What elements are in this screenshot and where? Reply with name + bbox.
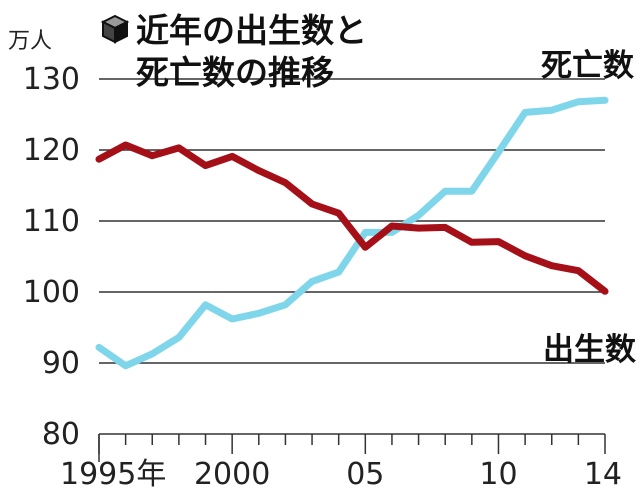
chart-title-line-1: 近年の出生数と [136,11,367,50]
x-tick-labels: 1995年 2000 05 10 14 [60,457,622,492]
x-tick-label-2014: 14 [584,457,622,492]
y-tick-label-130: 130 [23,62,80,97]
x-tick-label-2010: 10 [479,457,517,492]
x-tick-label-2005: 05 [346,457,384,492]
x-tick-label-1995: 1995年 [60,457,166,492]
y-tick-label-80: 80 [42,417,80,452]
cube-icon [100,14,130,44]
y-tick-label-100: 100 [23,275,80,310]
series-label-births: 出生数 [543,332,636,368]
y-unit-label: 万人 [8,29,52,54]
series-label-deaths: 死亡数 [541,48,634,84]
x-axis [98,434,606,462]
x-tick-label-2000: 2000 [194,457,270,492]
series-lines [95,96,609,370]
y-tick-labels: 80 90 100 110 120 130 [23,62,80,452]
chart-title-line-2: 死亡数の推移 [136,53,334,92]
y-tick-label-120: 120 [23,133,80,168]
series-line-deaths [95,96,609,370]
series-line-births [95,141,609,295]
y-tick-label-110: 110 [23,204,80,239]
y-tick-label-90: 90 [42,346,80,381]
